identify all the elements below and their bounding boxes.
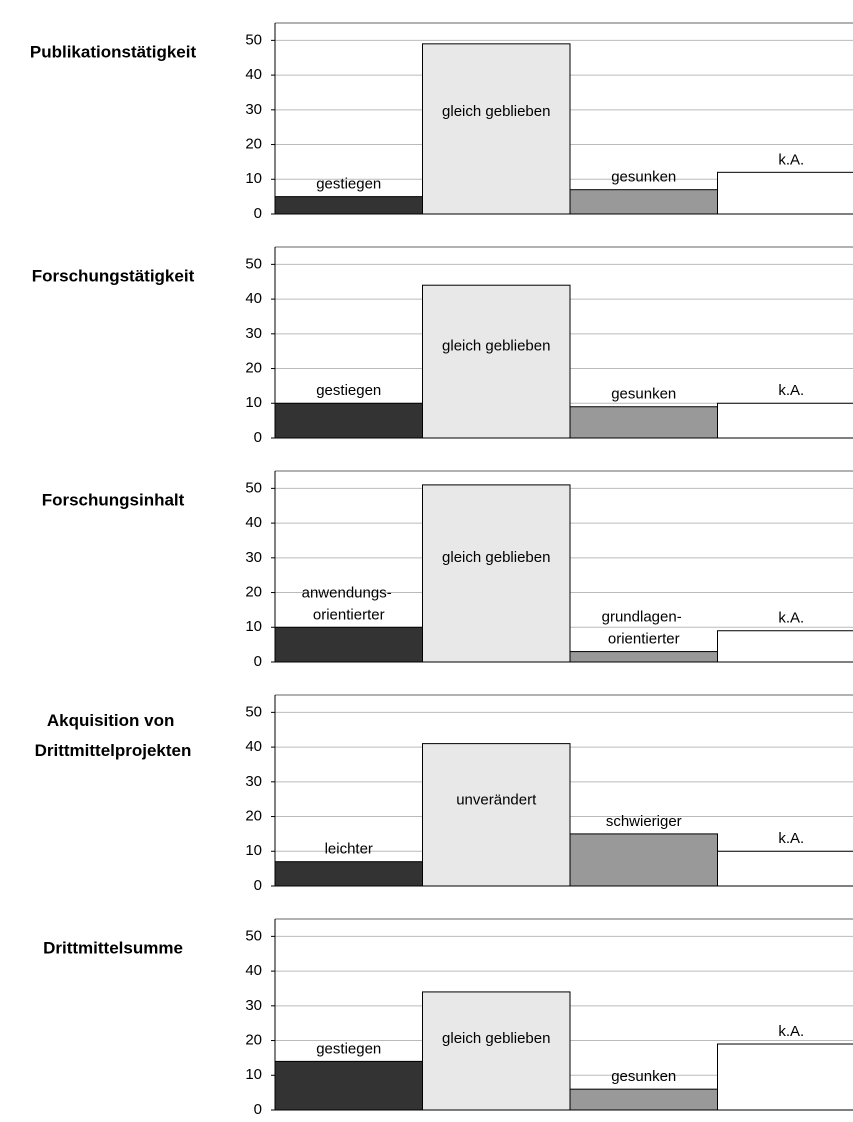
bar-label: gleich geblieben <box>442 549 550 566</box>
y-tick-label: 30 <box>245 773 262 790</box>
bar-label: k.A. <box>778 830 804 847</box>
bar-label: gestiegen <box>316 176 381 193</box>
y-tick-label: 50 <box>245 255 262 272</box>
bar-label: unverändert <box>456 792 537 809</box>
y-tick-label: 20 <box>245 360 262 377</box>
bar <box>717 630 853 663</box>
y-tick-label: 0 <box>254 877 262 894</box>
bar <box>274 861 423 887</box>
bar <box>569 651 718 663</box>
bar <box>569 833 718 887</box>
bar <box>717 850 853 887</box>
bar <box>569 1088 718 1111</box>
panel-title: Forschungstätigkeit <box>32 266 195 285</box>
y-tick-label: 40 <box>245 66 262 83</box>
bar <box>717 402 853 439</box>
y-tick-label: 20 <box>245 1032 262 1049</box>
bar-label: gleich geblieben <box>442 103 550 120</box>
panel-title: Akquisition von Drittmittelprojekten <box>35 711 192 760</box>
bar-label: anwendungs- orientierter <box>302 584 396 623</box>
y-tick-label: 0 <box>254 653 262 670</box>
bar <box>569 406 718 439</box>
bar-label: gesunken <box>611 1068 676 1085</box>
bar <box>422 743 571 887</box>
y-tick-label: 30 <box>245 325 262 342</box>
bar-label: k.A. <box>778 151 804 168</box>
y-tick-label: 50 <box>245 703 262 720</box>
bar <box>274 626 423 663</box>
bar <box>422 43 571 215</box>
y-tick-label: 40 <box>245 738 262 755</box>
y-tick-label: 30 <box>245 549 262 566</box>
bar <box>274 1060 423 1111</box>
bar <box>717 171 853 215</box>
y-tick-label: 10 <box>245 170 262 187</box>
y-tick-label: 30 <box>245 997 262 1014</box>
bar <box>422 991 571 1111</box>
bar-label: gesunken <box>611 169 676 186</box>
bar-label: schwieriger <box>606 813 682 830</box>
bar-label: k.A. <box>778 1023 804 1040</box>
panel-title: Drittmittelsumme <box>43 938 183 957</box>
bar-label: leichter <box>325 841 373 858</box>
bar <box>422 484 571 663</box>
bar-label: grundlagen- orientierter <box>602 609 686 648</box>
y-tick-label: 20 <box>245 584 262 601</box>
y-tick-label: 50 <box>245 927 262 944</box>
bar-label: gestiegen <box>316 1040 381 1057</box>
y-tick-label: 0 <box>254 1101 262 1118</box>
panel-title: Forschungsinhalt <box>42 490 185 509</box>
y-tick-label: 10 <box>245 1066 262 1083</box>
bar <box>274 402 423 439</box>
y-tick-label: 0 <box>254 205 262 222</box>
y-tick-label: 20 <box>245 808 262 825</box>
bar <box>717 1043 853 1111</box>
bar-label: gesunken <box>611 386 676 403</box>
y-tick-label: 0 <box>254 429 262 446</box>
panel-title: Publikationstätigkeit <box>30 42 197 61</box>
bar-label: k.A. <box>778 382 804 399</box>
bar <box>569 189 718 215</box>
y-tick-label: 40 <box>245 514 262 531</box>
bar-label: gleich geblieben <box>442 1030 550 1047</box>
y-tick-label: 10 <box>245 394 262 411</box>
y-tick-label: 50 <box>245 31 262 48</box>
y-tick-label: 40 <box>245 962 262 979</box>
bar <box>422 284 571 439</box>
y-tick-label: 10 <box>245 842 262 859</box>
y-tick-label: 30 <box>245 101 262 118</box>
y-tick-label: 50 <box>245 479 262 496</box>
y-tick-label: 40 <box>245 290 262 307</box>
bar-label: k.A. <box>778 610 804 627</box>
y-tick-label: 20 <box>245 136 262 153</box>
bar-label: gestiegen <box>316 382 381 399</box>
bar-label: gleich geblieben <box>442 337 550 354</box>
bar <box>274 196 423 215</box>
y-tick-label: 10 <box>245 618 262 635</box>
